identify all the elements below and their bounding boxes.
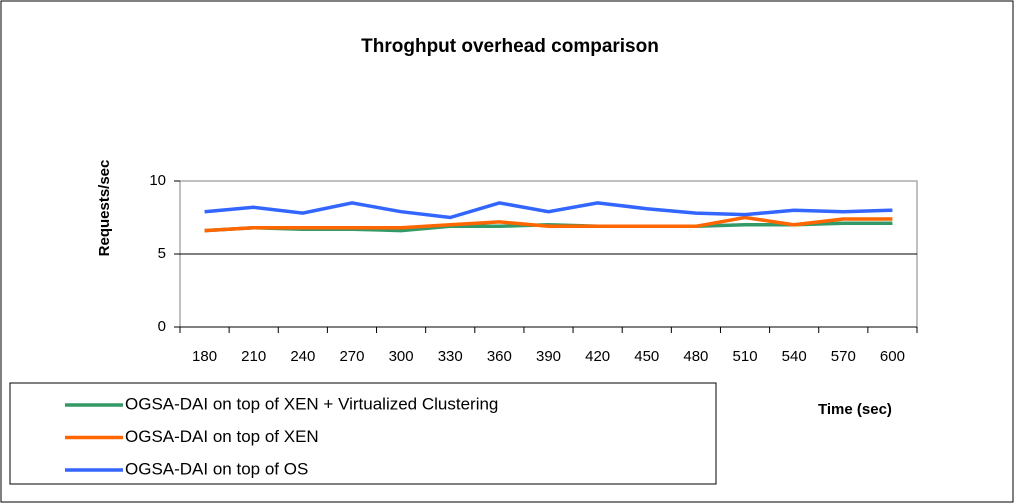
series-line [204,215,893,233]
x-tick-label: 600 [880,348,905,365]
x-tick-label: 270 [339,348,364,365]
legend-label: OGSA-DAI on top of OS [125,459,308,478]
y-tick-label: 0 [158,318,166,335]
x-tick-label: 300 [389,348,414,365]
x-tick-label: 360 [487,348,512,365]
x-tick-label: 330 [438,348,463,365]
y-tick-label: 5 [158,245,166,262]
legend-label: OGSA-DAI on top of XEN [125,427,319,446]
x-tick-label: 570 [831,348,856,365]
x-tick-label: 450 [634,348,659,365]
x-tick-label: 540 [782,348,807,365]
x-tick-label: 420 [585,348,610,365]
x-tick-label: 240 [290,348,315,365]
legend-box [9,382,717,485]
y-tick-label: 10 [149,172,166,189]
x-tick-label: 510 [733,348,758,365]
chart-title: Throghput overhead comparison [361,36,659,57]
x-tick-label: 480 [683,348,708,365]
y-axis-label: Requests/sec [96,160,113,257]
legend-label: OGSA-DAI on top of XEN + Virtualized Clu… [125,394,498,413]
series-line [204,201,893,220]
x-tick-label: 390 [536,348,561,365]
x-axis-label: Time (sec) [818,401,892,418]
x-tick-label: 180 [192,348,217,365]
x-tick-label: 210 [241,348,266,365]
